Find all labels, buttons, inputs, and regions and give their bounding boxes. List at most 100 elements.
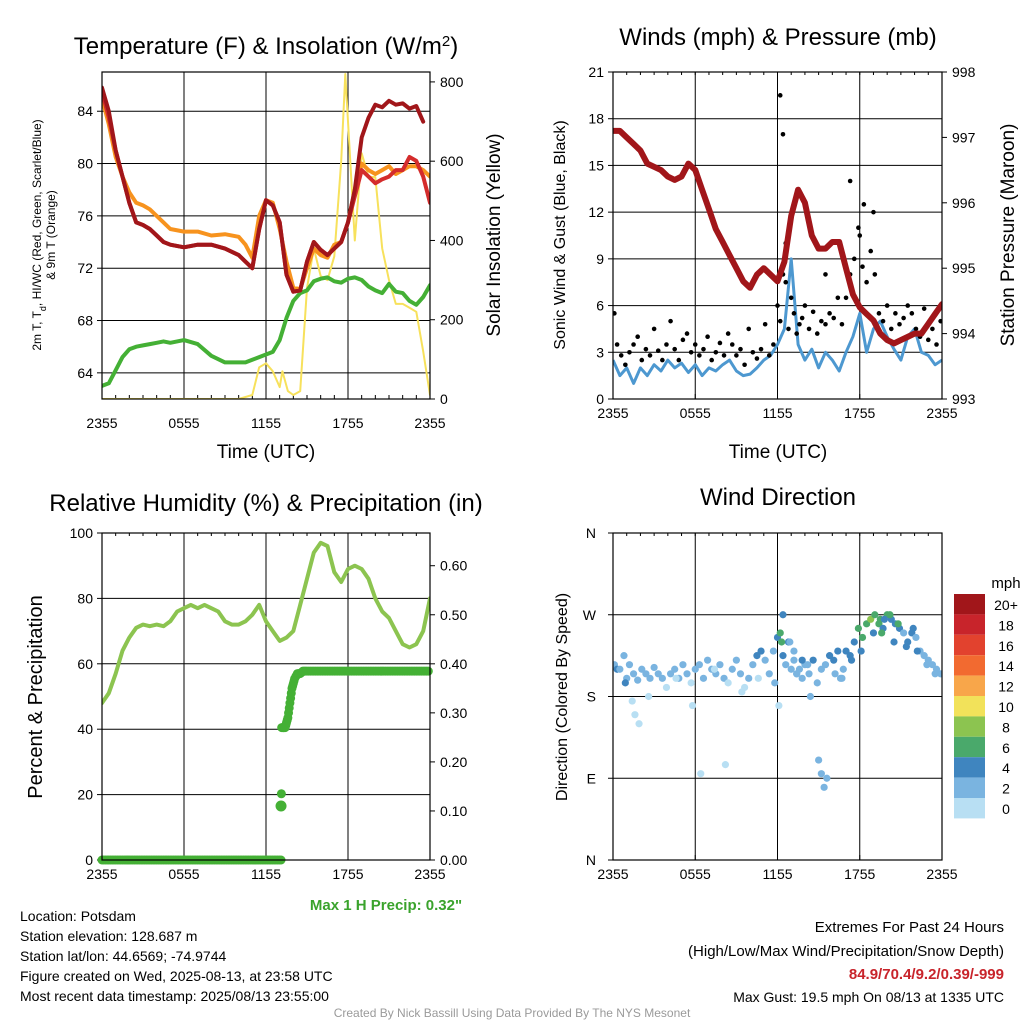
direction-point [821,661,830,669]
wind-y2tick-label: 997 [952,129,976,145]
wind-xlabel: Time (UTC) [729,442,828,463]
direction-point [749,661,757,669]
dir-ytick-label: E [587,770,596,786]
gust-point [921,306,927,311]
rh-plot-border [101,532,431,861]
wind-y2tick-label: 998 [952,64,976,80]
gust-point [794,331,799,336]
direction-point [769,647,777,655]
direction-point [724,679,732,687]
direction-point [834,647,842,655]
legend-label: 2 [1002,781,1010,797]
wind-ytick-label: 18 [588,111,604,127]
direction-point [931,670,939,678]
gust-point [643,346,649,352]
direction-point [779,652,787,660]
direction-point [894,620,902,628]
direction-point [836,674,845,682]
precip-outlier-point [275,800,287,812]
direction-point [699,674,708,682]
wind-ytick-label: 9 [596,251,604,267]
gust-point [880,318,886,324]
credit-line: Created By Nick Bassill Using Data Provi… [333,1006,691,1020]
direction-point [687,679,695,687]
direction-point [721,761,730,769]
gust-point [909,311,915,316]
temp-y2label: Solar Insolation (Yellow) [484,133,505,336]
temp-title: Temperature (F) & Insolation (W/m2) [74,33,458,61]
direction-point [645,692,653,701]
direction-point [620,652,628,660]
direction-point [736,670,745,678]
direction-point [817,770,825,778]
direction-point [761,656,769,664]
direction-point [771,679,779,687]
wind-y2tick-label: 995 [952,260,976,276]
direction-point [793,670,801,678]
temp-y2tick-label: 400 [440,232,464,248]
max-precip-label: Max 1 H Precip: 0.32" [310,897,462,914]
legend-swatch [954,594,985,615]
gust-point [835,295,841,301]
rh-xtick-label: 2355 [414,866,445,882]
gust-point [668,318,673,324]
rh-y2tick-label: 0.50 [440,607,467,623]
gust-point [868,248,874,254]
legend-label: 16 [998,638,1014,654]
rh-xtick-label: 2355 [86,866,117,882]
gust-point [613,311,617,316]
gust-point [810,309,816,315]
legend-swatch [954,777,985,798]
temp-series-line [102,73,430,399]
dir-xtick-label: 2355 [597,866,628,882]
gust-point [851,256,857,262]
wind-ytick-label: 0 [596,391,604,407]
gust-point [618,353,624,358]
legend-label: 12 [998,679,1014,695]
gust-point [905,303,911,308]
rh-y2tick-label: 0.10 [440,803,467,819]
legend-swatch [954,655,985,676]
gust-point [925,337,931,343]
gust-point [843,295,849,301]
gust-point [783,279,789,285]
gust-point [639,357,645,363]
gust-point [746,326,752,332]
legend-swatch [954,757,985,778]
legend-swatch [954,696,985,717]
direction-point [634,676,642,684]
wind-xtick-label: 0555 [680,405,711,421]
direction-point [683,670,691,678]
legend-label: 6 [1002,740,1010,756]
legend-title: mph [991,575,1020,592]
temp-y2tick-label: 600 [440,153,464,169]
gust-point [791,311,797,316]
gust-point [831,315,837,321]
temp-ytick-label: 68 [77,313,93,329]
direction-point [782,661,790,669]
dir-ytick-label: N [586,852,596,868]
direction-point [786,638,794,646]
extremes-subtitle: (High/Low/Max Wind/Precipitation/Snow De… [688,943,1004,960]
legend-label: 4 [1002,760,1010,776]
rh-y2tick-label: 0.20 [440,754,467,770]
gust-point [788,295,794,301]
dir-title: Wind Direction [700,484,856,511]
direction-point [728,665,736,673]
gust-point [871,209,876,215]
direction-point [787,665,795,673]
wind-xtick-label: 2355 [926,405,957,421]
gust-point [725,331,731,336]
extremes-values: 84.9/70.4/9.2/0.39/-999 [848,966,1004,983]
gust-point [893,311,898,316]
direction-point [738,688,746,696]
gust-point [802,303,808,308]
legend-label: 10 [998,699,1014,715]
gust-point [814,331,820,336]
footer-recent: Most recent data timestamp: 2025/08/13 2… [20,988,329,1004]
gust-point [651,326,657,332]
gust-point [823,272,828,277]
temp-ytick-label: 76 [77,208,93,224]
rh-ylabel: Percent & Precipitation [25,595,47,798]
gust-point [738,346,743,352]
